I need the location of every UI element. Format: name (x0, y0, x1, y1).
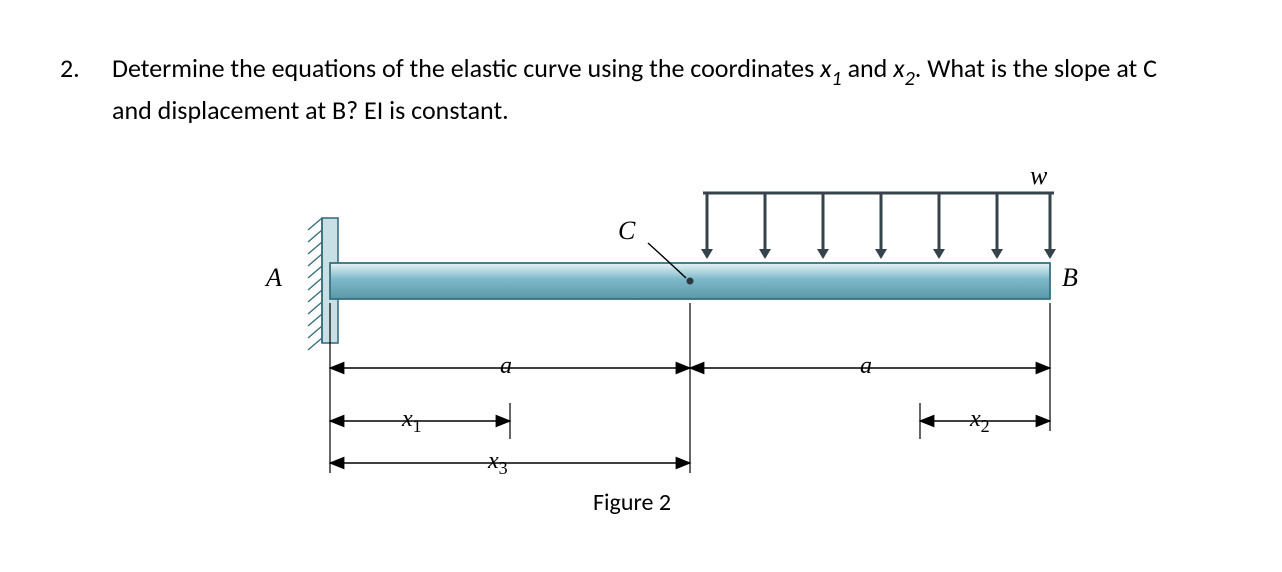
q-x1: x (820, 52, 831, 84)
label-C: C (618, 216, 635, 246)
label-x2: x2 (970, 406, 990, 437)
label-w: w (1030, 161, 1047, 191)
q-x2-sub: 2 (904, 67, 914, 91)
figure-2: A B C w a a x1 x2 x3 Figure 2 (230, 163, 1110, 533)
q-x1-sub: 1 (831, 67, 841, 91)
label-x2-x: x (970, 406, 981, 432)
label-A: A (266, 263, 282, 293)
label-x1: x1 (402, 406, 422, 437)
question-number: 2. (60, 50, 112, 128)
label-x3: x3 (488, 448, 508, 479)
label-a-left: a (500, 353, 512, 380)
label-x1-sub: 1 (413, 416, 422, 436)
q-and: and (842, 52, 894, 84)
q-part1: Determine the equations of the elastic c… (112, 52, 820, 84)
figure-caption: Figure 2 (593, 488, 671, 517)
label-a-right: a (860, 353, 872, 380)
label-x3-sub: 3 (499, 458, 508, 478)
question-text: Determine the equations of the elastic c… (112, 50, 1202, 128)
label-x2-sub: 2 (981, 416, 990, 436)
question-block: 2. Determine the equations of the elasti… (60, 50, 1202, 128)
label-B: B (1062, 263, 1078, 293)
label-x3-x: x (488, 448, 499, 474)
q-x2: x (893, 52, 904, 84)
label-x1-x: x (402, 406, 413, 432)
